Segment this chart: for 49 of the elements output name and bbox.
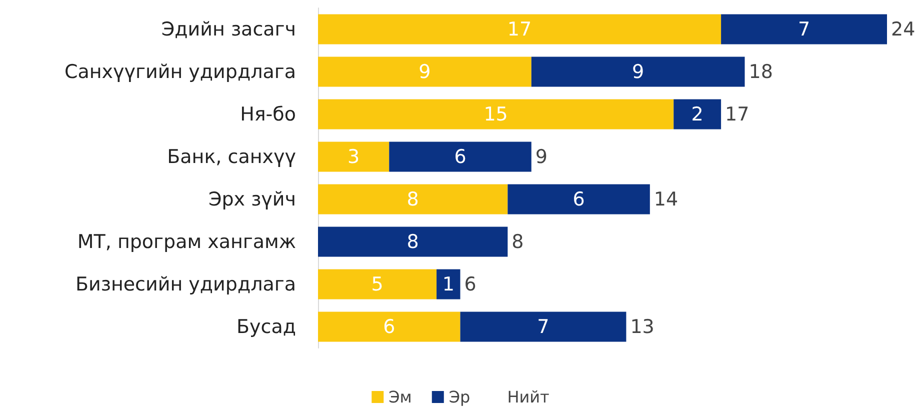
bar: [318, 99, 674, 130]
data-label: 6: [383, 316, 396, 338]
data-label: 6: [454, 146, 466, 168]
data-label: 15: [484, 103, 508, 126]
data-label: 8: [406, 230, 419, 253]
total-label: 13: [630, 316, 654, 338]
total-label: 17: [725, 103, 750, 126]
legend-label: Эм: [388, 388, 412, 406]
data-label: 17: [507, 18, 532, 40]
data-label: 8: [406, 188, 419, 210]
data-label: 5: [371, 273, 384, 296]
data-label: 1: [442, 273, 454, 296]
bar: [460, 312, 626, 342]
data-label: 7: [798, 18, 810, 40]
total-label: 18: [748, 60, 773, 83]
data-label: 7: [537, 316, 550, 338]
bar: [318, 142, 390, 172]
bar: [531, 56, 745, 87]
y-tick-label: Бизнесийн удирдлага: [75, 273, 296, 296]
text: Нийт: [507, 388, 550, 406]
bar: [721, 14, 887, 44]
bar: [436, 269, 460, 300]
data-label: 3: [348, 146, 360, 168]
y-tick-label: Бусад: [236, 316, 296, 338]
bar: [318, 184, 508, 214]
bar: [389, 142, 532, 172]
y-tick-label: Ня-бо: [240, 103, 296, 126]
bar: [674, 99, 722, 130]
total-label: 6: [464, 273, 476, 296]
bar: [318, 226, 508, 257]
y-tick-label: Банк, санхүү: [167, 146, 296, 168]
bar: [508, 184, 650, 214]
data-label: 6: [572, 188, 585, 210]
y-tick-label: Эдийн засагч: [161, 18, 296, 40]
data-label: 9: [632, 60, 644, 83]
y-tick-label: МТ, програм хангамж: [77, 230, 296, 253]
y-tick-label: Санхүүгийн удирдлага: [64, 60, 296, 83]
data-label: 9: [418, 60, 431, 83]
total-label: 9: [535, 146, 548, 168]
total-label: 24: [891, 18, 916, 40]
total-label: 14: [654, 188, 678, 210]
bar: [318, 312, 460, 342]
bar: [318, 56, 532, 87]
bar: [318, 14, 722, 44]
y-tick-label: Эрх зүйч: [208, 188, 296, 210]
bar: [318, 269, 437, 300]
total-label: 8: [512, 230, 524, 253]
data-label: 2: [691, 103, 704, 126]
legend-label: Эр: [448, 388, 470, 406]
